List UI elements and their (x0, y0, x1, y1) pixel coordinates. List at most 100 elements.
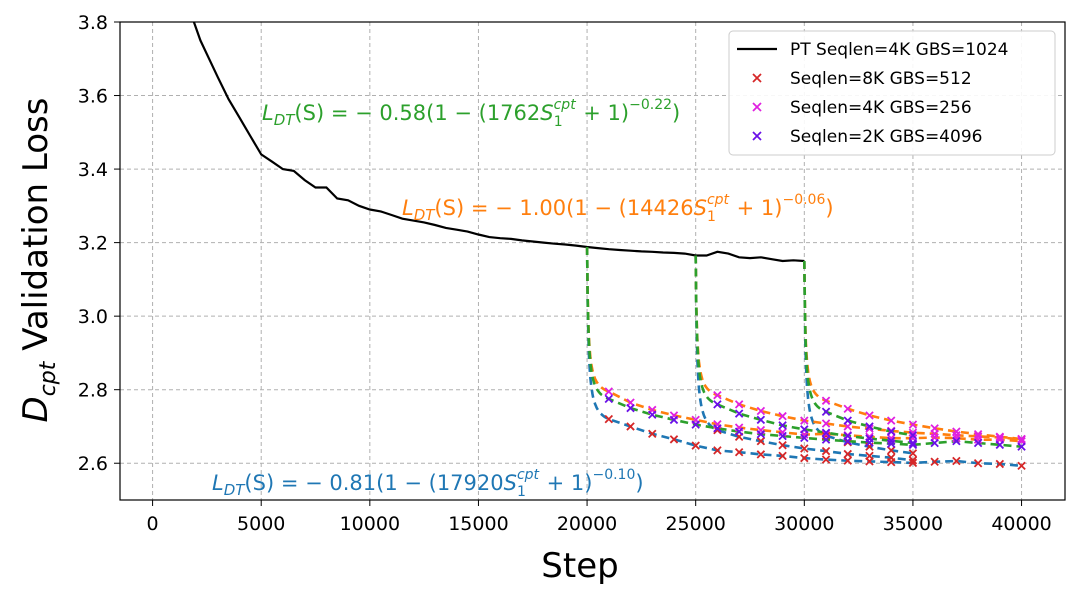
data-point-stroke (821, 396, 831, 405)
scatter-markers (604, 387, 1026, 471)
data-point (669, 415, 679, 425)
data-point (691, 420, 700, 429)
data-point (995, 459, 1005, 469)
data-point-stroke (952, 433, 961, 443)
x-tick-label: 15000 (448, 513, 508, 535)
data-point-stroke (865, 424, 874, 433)
data-point (930, 424, 939, 433)
formula-plus: + 1) (577, 101, 630, 125)
data-point (843, 449, 852, 459)
y-tick-label: 3.0 (78, 306, 108, 328)
data-point (713, 424, 722, 433)
legend-marker (752, 131, 762, 141)
data-point (800, 425, 809, 434)
data-point (713, 400, 722, 409)
data-point-stroke (604, 394, 614, 404)
data-point (908, 449, 918, 458)
data-point (648, 410, 657, 419)
data-point-stroke (995, 432, 1005, 441)
data-point-stroke (734, 409, 744, 418)
data-point (626, 422, 635, 431)
data-point-stroke (800, 433, 809, 443)
formula-lhs: L (212, 471, 224, 495)
data-point-stroke (843, 404, 852, 414)
x-axis-title: Step (541, 546, 618, 586)
data-point-stroke (691, 420, 700, 429)
y-tick-label: 3.6 (78, 86, 108, 108)
fit-formula: LDT(S) = − 0.58(1 − (1762Scpt 1 + 1)−0.22… (262, 97, 680, 130)
data-point (713, 446, 722, 455)
data-point (756, 415, 766, 425)
data-point (756, 406, 766, 416)
plot-area (192, 22, 1026, 471)
data-point-stroke (865, 451, 874, 461)
formula-exponent: −0.22 (629, 97, 672, 113)
x-tick-label: 0 (147, 513, 159, 535)
data-point-stroke (973, 458, 983, 468)
data-point-stroke (973, 438, 983, 448)
data-point (952, 456, 961, 466)
data-point-stroke (821, 455, 831, 464)
data-point-stroke (843, 431, 852, 441)
data-point (843, 456, 852, 465)
formula-s-superscript: cpt (707, 192, 730, 208)
data-point-stroke (930, 424, 939, 433)
data-point-stroke (843, 416, 852, 425)
y-axis-title: Dcpt Validation Loss (16, 98, 61, 423)
y-axis-title-symbol: D (16, 396, 56, 422)
data-point (973, 429, 983, 439)
data-point (778, 431, 787, 441)
fit-formula: LDT(S) = − 1.00(1 − (14426Scpt 1 + 1)−0.0… (402, 192, 834, 225)
formula-s-subscript: 1 (707, 209, 716, 225)
data-point-stroke (734, 427, 744, 436)
data-point-stroke (865, 422, 874, 431)
formula-arg: (S) = (434, 196, 495, 220)
data-point (800, 416, 809, 425)
data-point (821, 419, 831, 428)
formula-plus: + 1) (540, 471, 593, 495)
legend-marker-stroke (752, 102, 762, 112)
x-tick-label: 35000 (883, 513, 943, 535)
formula-close: ) (825, 196, 833, 220)
data-point (821, 435, 831, 444)
legend-marker-stroke (752, 73, 762, 83)
pretrain-line (192, 22, 805, 263)
data-point-stroke (648, 410, 657, 419)
data-point (734, 400, 744, 409)
fit-curve (694, 255, 1022, 441)
formula-lhs: L (402, 196, 414, 220)
data-point-stroke (843, 456, 852, 465)
data-point (778, 411, 787, 421)
legend: PT Seqlen=4K GBS=1024 Seqlen=8K GBS=512S… (728, 30, 1056, 156)
data-point (626, 403, 635, 413)
data-point (713, 390, 722, 400)
data-point-stroke (756, 429, 766, 439)
y-tick-label: 3.8 (78, 12, 108, 34)
data-point-stroke (1017, 461, 1026, 471)
data-point (973, 438, 983, 448)
y-axis-title-subscript: cpt (36, 360, 61, 396)
data-point-stroke (886, 416, 896, 425)
data-point (865, 424, 874, 433)
data-point (973, 432, 983, 441)
data-point-stroke (800, 416, 809, 425)
data-point (908, 420, 918, 429)
data-point (604, 387, 614, 396)
data-point (800, 433, 809, 443)
data-point (821, 446, 831, 456)
data-point-stroke (734, 400, 744, 409)
data-point (778, 451, 787, 461)
formula-s: S (540, 101, 553, 125)
fit-formula: LDT(S) = − 0.81(1 − (17920Scpt 1 + 1)−0.1… (212, 467, 644, 500)
formula-s-superscript: cpt (554, 97, 577, 113)
formula-body: − 1.00(1 − (14426 (495, 196, 694, 220)
data-point (908, 431, 918, 440)
data-point-stroke (952, 436, 961, 446)
data-point (756, 436, 766, 446)
data-point-stroke (973, 429, 983, 439)
data-point-stroke (778, 440, 787, 450)
data-point (995, 432, 1005, 441)
data-point (886, 427, 896, 436)
data-point (734, 447, 744, 457)
data-point-stroke (626, 403, 635, 413)
